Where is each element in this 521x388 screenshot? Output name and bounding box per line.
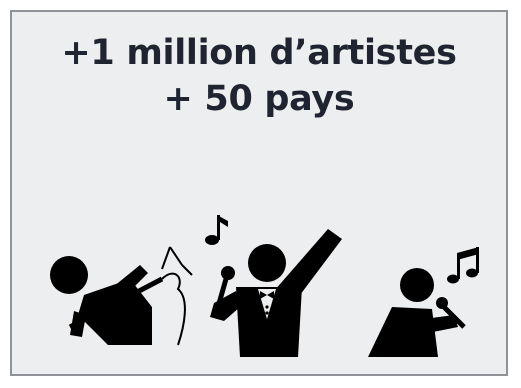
stats-card: +1 million d’artistes + 50 pays xyxy=(10,10,508,376)
double-music-note-icon xyxy=(447,247,479,284)
singer-microphone-icon xyxy=(368,247,479,357)
guitarist-icon xyxy=(50,246,193,346)
singer-tuxedo-icon xyxy=(205,215,342,357)
music-note-icon xyxy=(205,215,228,245)
headline-countries: + 50 pays xyxy=(163,79,355,119)
artists-illustration xyxy=(50,215,479,357)
headline: +1 million d’artistes + 50 pays xyxy=(12,30,506,122)
headline-artists: +1 million d’artistes xyxy=(61,33,457,73)
